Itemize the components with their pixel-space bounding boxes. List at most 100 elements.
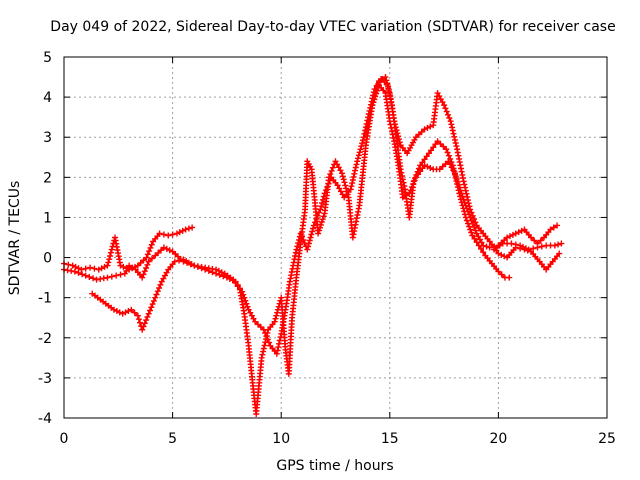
- data-point: [139, 326, 146, 333]
- data-point: [332, 158, 339, 165]
- data-point-interp: [448, 164, 455, 171]
- x-tick-label: 25: [598, 431, 616, 447]
- x-tick-label: 0: [60, 431, 69, 447]
- data-point-interp: [149, 301, 156, 308]
- data-point-interp: [547, 261, 554, 268]
- data-point-interp: [337, 167, 344, 174]
- data-point-interp: [108, 273, 115, 280]
- data-point-interp: [343, 188, 350, 195]
- data-point-interp: [419, 165, 426, 172]
- data-point-interp: [463, 190, 470, 197]
- data-point-interp: [443, 108, 450, 115]
- plot-frame: [63, 56, 608, 419]
- data-point-interp: [148, 255, 155, 262]
- data-point: [119, 310, 126, 317]
- data-point-interp: [427, 123, 434, 130]
- data-point: [480, 242, 487, 249]
- data-point-interp: [106, 256, 113, 263]
- data-point-interp: [148, 304, 155, 311]
- data-point-interp: [352, 167, 359, 174]
- data-point: [310, 222, 317, 229]
- data-point-interp: [484, 235, 491, 242]
- data-point: [441, 102, 448, 109]
- ticks-layer: 0 5 10 15 20 25 -4 -3 -2 -1 0 1 2 3 4 5: [38, 50, 616, 447]
- data-point-interp: [79, 271, 86, 278]
- data-point-interp: [292, 249, 299, 256]
- data-point-interp: [305, 243, 312, 250]
- data-point-interp: [97, 296, 104, 303]
- data-point-interp: [498, 251, 505, 258]
- data-point-interp: [129, 264, 136, 271]
- data-point-interp: [475, 233, 482, 240]
- data-point-interp: [122, 309, 129, 316]
- data-point-interp: [537, 237, 544, 244]
- data-point-interp: [368, 105, 375, 112]
- data-point-interp: [394, 130, 401, 137]
- data-point-interp: [538, 243, 545, 250]
- data-point-interp: [501, 237, 508, 244]
- data-point-interp: [169, 231, 176, 238]
- data-point-interp: [408, 183, 415, 190]
- data-point-interp: [147, 244, 154, 251]
- data-point: [152, 294, 159, 301]
- data-point-interp: [176, 257, 183, 264]
- data-point-interp: [480, 249, 487, 256]
- x-axis-label: GPS time / hours: [276, 458, 393, 474]
- data-point-interp: [325, 177, 332, 184]
- data-point-interp: [101, 263, 108, 270]
- series-trace-d: [362, 74, 563, 273]
- y-tick-label: 4: [43, 90, 52, 106]
- data-point-interp: [319, 216, 326, 223]
- data-point-interp: [451, 136, 458, 143]
- data-point-interp: [108, 304, 115, 311]
- data-point-interp: [144, 251, 151, 258]
- y-tick-label: -2: [38, 331, 52, 347]
- data-point: [113, 272, 120, 279]
- data-point-interp: [319, 196, 326, 203]
- data-point-interp: [273, 312, 280, 319]
- data-point-interp: [244, 303, 251, 310]
- data-point-interp: [410, 180, 417, 187]
- data-point-interp: [340, 176, 347, 183]
- data-point-interp: [339, 173, 346, 180]
- data-point-interp: [65, 261, 72, 268]
- y-tick-label: -3: [38, 371, 52, 387]
- data-point: [245, 306, 252, 313]
- data-point-interp: [247, 309, 254, 316]
- data-point-interp: [328, 167, 335, 174]
- data-point-interp: [452, 173, 459, 180]
- data-point-interp: [98, 265, 105, 272]
- data-point-interp: [488, 241, 495, 248]
- data-point: [458, 190, 465, 197]
- data-point-interp: [407, 187, 414, 194]
- data-point-interp: [257, 324, 264, 331]
- data-point: [108, 246, 115, 253]
- data-point-interp: [272, 315, 279, 322]
- y-tick-label: 5: [43, 50, 52, 66]
- data-point-interp: [318, 203, 325, 210]
- data-point-interp: [550, 224, 557, 231]
- data-point-interp: [450, 167, 457, 174]
- data-point-interp: [525, 231, 532, 238]
- data-point-interp: [445, 111, 452, 118]
- data-point-interp: [153, 291, 160, 298]
- data-point-interp: [388, 124, 395, 131]
- data-point-interp: [318, 219, 325, 226]
- data-point: [360, 134, 367, 141]
- data-point-interp: [461, 199, 468, 206]
- data-point: [134, 312, 141, 319]
- data-point-interp: [383, 77, 390, 84]
- data-point-interp: [286, 281, 293, 288]
- data-point-interp: [158, 247, 165, 254]
- data-point: [369, 102, 376, 109]
- data-point-interp: [486, 257, 493, 264]
- data-point-interp: [478, 245, 485, 252]
- data-point-interp: [392, 124, 399, 131]
- data-point-interp: [249, 379, 256, 386]
- data-point-interp: [143, 264, 150, 271]
- data-point-interp: [163, 269, 170, 276]
- data-point-interp: [240, 307, 247, 314]
- data-point-interp: [120, 263, 127, 270]
- y-tick-label: -4: [38, 411, 52, 427]
